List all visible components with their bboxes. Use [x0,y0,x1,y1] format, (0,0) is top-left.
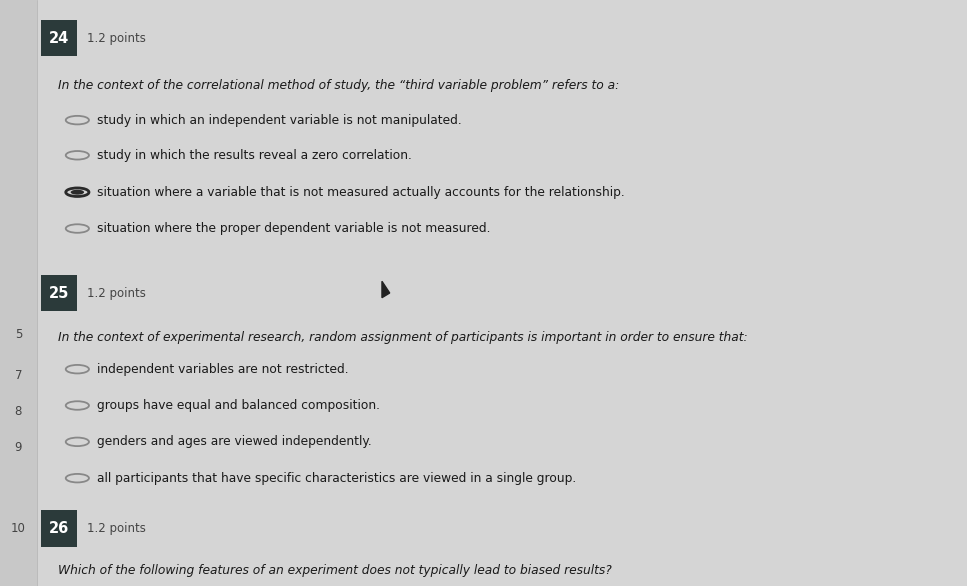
FancyBboxPatch shape [41,20,77,56]
Text: situation where a variable that is not measured actually accounts for the relati: situation where a variable that is not m… [97,186,625,199]
Text: 9: 9 [15,441,22,454]
Text: independent variables are not restricted.: independent variables are not restricted… [97,363,348,376]
FancyBboxPatch shape [41,275,77,311]
Text: study in which an independent variable is not manipulated.: study in which an independent variable i… [97,114,461,127]
Text: 1.2 points: 1.2 points [87,32,146,45]
Text: 5: 5 [15,328,22,340]
Text: In the context of experimental research, random assignment of participants is im: In the context of experimental research,… [58,331,747,344]
Text: Which of the following features of an experiment does not typically lead to bias: Which of the following features of an ex… [58,564,612,577]
Text: all participants that have specific characteristics are viewed in a single group: all participants that have specific char… [97,472,576,485]
Text: groups have equal and balanced composition.: groups have equal and balanced compositi… [97,399,380,412]
Text: 10: 10 [11,522,26,535]
Text: 1.2 points: 1.2 points [87,522,146,535]
Text: 26: 26 [49,521,69,536]
Text: study in which the results reveal a zero correlation.: study in which the results reveal a zero… [97,149,412,162]
Text: situation where the proper dependent variable is not measured.: situation where the proper dependent var… [97,222,490,235]
Ellipse shape [71,190,84,195]
Text: 24: 24 [49,30,69,46]
Text: genders and ages are viewed independently.: genders and ages are viewed independentl… [97,435,371,448]
Text: In the context of the correlational method of study, the “third variable problem: In the context of the correlational meth… [58,79,619,92]
Text: 7: 7 [15,369,22,381]
Text: 8: 8 [15,405,22,418]
FancyBboxPatch shape [41,510,77,547]
Text: 25: 25 [48,285,70,301]
Text: 1.2 points: 1.2 points [87,287,146,299]
FancyBboxPatch shape [0,0,37,586]
Polygon shape [382,281,390,298]
